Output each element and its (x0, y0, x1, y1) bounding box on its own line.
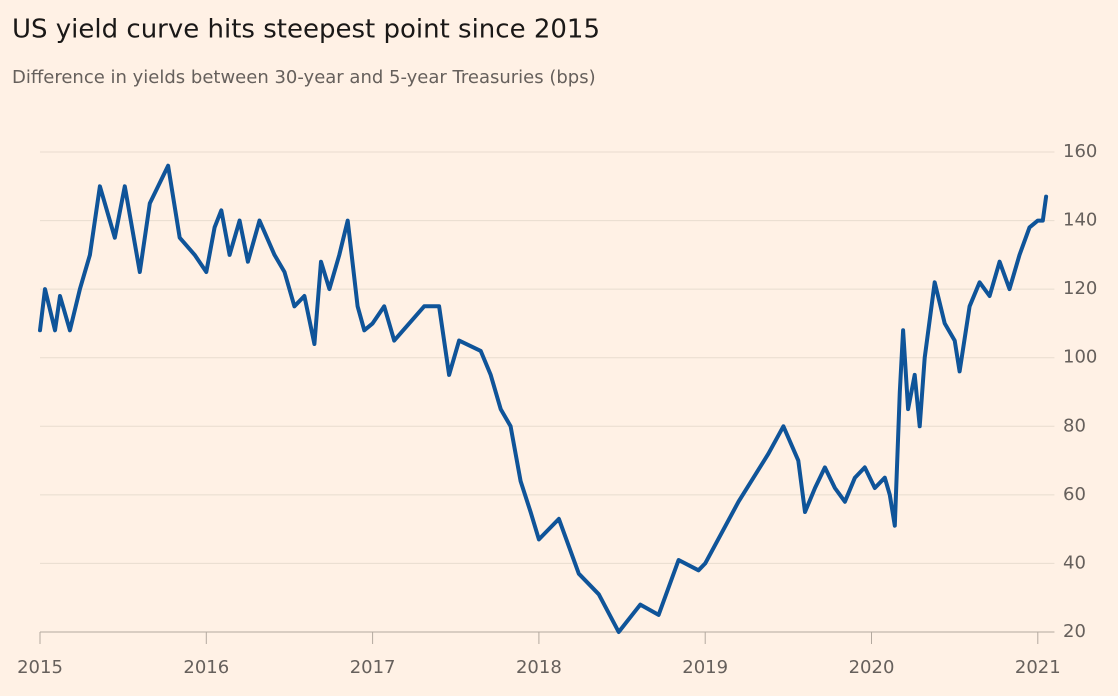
x-tick-label: 2019 (682, 657, 728, 678)
x-tick-label: 2020 (849, 657, 895, 678)
x-tick-label: 2016 (183, 657, 229, 678)
y-tick-label: 80 (1063, 415, 1086, 436)
chart-subtitle: Difference in yields between 30-year and… (12, 67, 596, 88)
y-tick-label: 100 (1063, 347, 1097, 368)
y-tick-label: 20 (1063, 621, 1086, 642)
chart-title: US yield curve hits steepest point since… (12, 15, 600, 45)
y-tick-label: 160 (1063, 141, 1097, 162)
y-tick-label: 120 (1063, 278, 1097, 299)
y-tick-label: 60 (1063, 484, 1086, 505)
x-tick-label: 2021 (1015, 657, 1061, 678)
x-tick-label: 2017 (350, 657, 396, 678)
y-tick-label: 140 (1063, 210, 1097, 231)
data-line (38, 163, 1049, 634)
y-tick-label: 40 (1063, 552, 1086, 573)
x-tick-label: 2015 (17, 657, 63, 678)
x-tick-label: 2018 (516, 657, 562, 678)
